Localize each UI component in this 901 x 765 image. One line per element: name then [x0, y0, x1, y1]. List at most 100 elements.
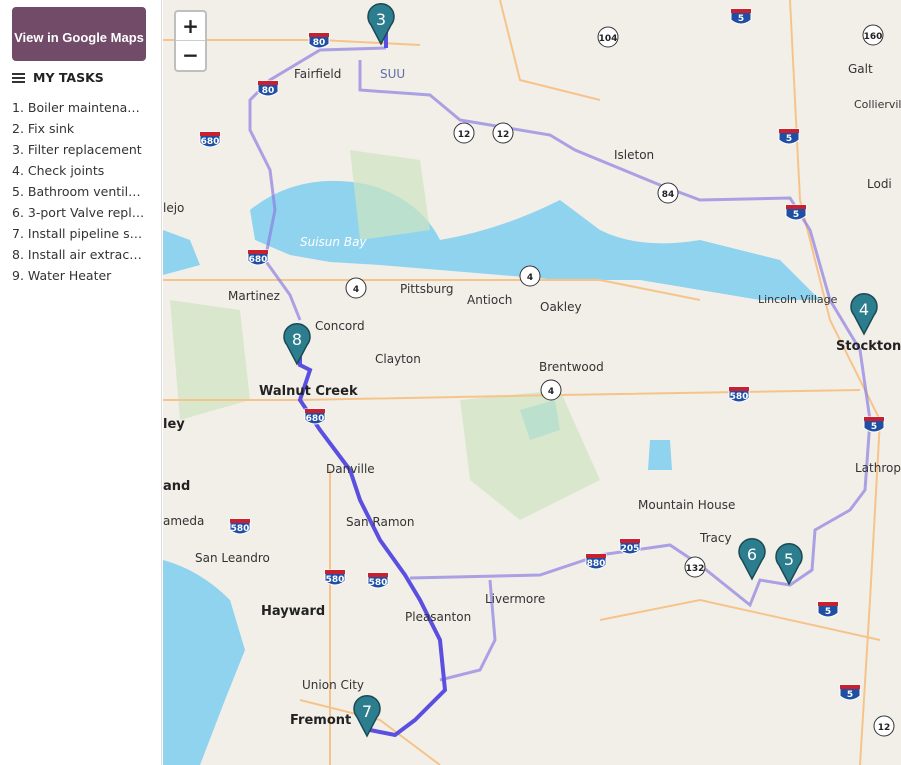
marker-number: 6 [747, 545, 757, 564]
markers[interactable]: 3 4 8 6 5 7 [283, 2, 878, 738]
svg-text:5: 5 [786, 134, 792, 144]
svg-text:580: 580 [730, 392, 749, 402]
highway-shield: 12 [873, 715, 895, 737]
sidebar: View in Google Maps MY TASKS 1. Boiler m… [0, 0, 162, 765]
task-item[interactable]: 6. 3-port Valve replacement [12, 205, 146, 220]
highway-shield: 680 [304, 408, 326, 425]
task-marker[interactable]: 5 [775, 542, 803, 586]
marker-number: 8 [292, 330, 302, 349]
highway-shield: 580 [324, 569, 346, 586]
label-lincoln: Lincoln Village [758, 293, 838, 306]
map-canvas[interactable]: Fairfield SUU Galt Collierville Lodi Isl… [163, 0, 901, 765]
task-item[interactable]: 1. Boiler maintenance [12, 100, 146, 115]
task-marker[interactable]: 7 [353, 694, 381, 738]
label-san-ramon: San Ramon [346, 515, 414, 529]
place-labels: Fairfield SUU Galt Collierville Lodi Isl… [163, 62, 901, 728]
highway-shields: 80 80 680 680 680 5 5 5 5 5 5 12 12 12 84 104 160 4 4 4 580 5… [199, 8, 895, 737]
label-martinez: Martinez [228, 289, 280, 303]
highway-shield: 104 [597, 26, 619, 48]
task-marker[interactable]: 6 [738, 537, 766, 581]
task-item[interactable]: 9. Water Heater [12, 268, 112, 283]
svg-text:680: 680 [201, 137, 220, 147]
label-galt: Galt [848, 62, 873, 76]
list-icon [12, 72, 25, 83]
marker-number: 5 [784, 550, 794, 569]
label-concord: Concord [315, 319, 365, 333]
map[interactable]: Fairfield SUU Galt Collierville Lodi Isl… [163, 0, 901, 765]
label-fremont: Fremont [290, 713, 351, 728]
label-lathrop: Lathrop [855, 461, 901, 475]
highway-shield: 680 [247, 249, 269, 266]
svg-text:680: 680 [249, 255, 268, 265]
highway-shield: 205 [619, 538, 641, 555]
svg-text:4: 4 [353, 285, 359, 295]
highway-shield: 880 [585, 553, 607, 570]
task-marker[interactable]: 3 [367, 2, 395, 46]
task-item[interactable]: 3. Filter replacement [12, 142, 142, 157]
marker-number: 3 [376, 10, 386, 29]
svg-text:104: 104 [599, 34, 618, 44]
svg-text:4: 4 [548, 387, 554, 397]
highway-shield: 580 [229, 518, 251, 535]
label-hayward: Hayward [261, 604, 325, 619]
label-brentwood: Brentwood [539, 360, 604, 374]
view-in-google-maps-button[interactable]: View in Google Maps [12, 7, 146, 61]
task-item[interactable]: 2. Fix sink [12, 121, 75, 136]
task-marker[interactable]: 4 [850, 292, 878, 336]
label-clayton: Clayton [375, 352, 421, 366]
label-alameda: ameda [163, 514, 204, 528]
label-lodi: Lodi [867, 177, 892, 191]
svg-text:5: 5 [738, 14, 744, 24]
svg-text:12: 12 [458, 130, 471, 140]
label-stockton: Stockton [836, 339, 901, 354]
svg-text:5: 5 [825, 607, 831, 617]
svg-text:680: 680 [306, 414, 325, 424]
svg-text:80: 80 [262, 86, 275, 96]
highway-shield: 84 [657, 182, 679, 204]
highway-shield: 5 [778, 128, 800, 145]
task-item[interactable]: 7. Install pipeline s… [12, 226, 143, 241]
roads [163, 0, 882, 765]
svg-text:12: 12 [497, 130, 510, 140]
label-collierville: Collierville [854, 98, 901, 111]
highway-shield: 5 [730, 8, 752, 25]
highway-shield: 5 [863, 416, 885, 433]
highway-shield: 580 [367, 572, 389, 589]
svg-text:160: 160 [864, 32, 883, 42]
svg-text:84: 84 [662, 190, 675, 200]
task-item[interactable]: 8. Install air extraction [12, 247, 146, 262]
zoom-out-button[interactable]: − [182, 43, 199, 67]
highway-shield: 80 [308, 32, 330, 49]
svg-text:580: 580 [326, 575, 345, 585]
svg-text:132: 132 [686, 564, 705, 574]
task-list: 1. Boiler maintenance 2. Fix sink 3. Fil… [12, 97, 146, 286]
marker-number: 7 [362, 702, 372, 721]
task-item[interactable]: 5. Bathroom ventilation [12, 184, 146, 199]
label-suu: SUU [380, 67, 405, 81]
highway-shield: 5 [839, 684, 861, 701]
svg-text:5: 5 [847, 690, 853, 700]
route-primary [297, 30, 448, 738]
svg-text:580: 580 [369, 578, 388, 588]
task-marker[interactable]: 8 [283, 322, 311, 366]
zoom-control: + − [174, 10, 207, 72]
zoom-in-button[interactable]: + [176, 12, 205, 41]
label-suisun: Suisun Bay [300, 235, 367, 249]
tasks-title: MY TASKS [33, 70, 104, 85]
marker-number: 4 [859, 300, 869, 319]
highway-shield: 5 [817, 601, 839, 618]
label-fairfield: Fairfield [294, 67, 341, 81]
highway-shield: 160 [862, 24, 884, 46]
svg-text:12: 12 [878, 723, 891, 733]
label-livermore: Livermore [485, 592, 545, 606]
highway-shield: 5 [785, 204, 807, 221]
highway-shield: 132 [684, 556, 706, 578]
label-danville: Danville [326, 462, 375, 476]
svg-text:5: 5 [871, 422, 877, 432]
task-item[interactable]: 4. Check joints [12, 163, 105, 178]
label-union-city: Union City [302, 678, 364, 692]
label-oakland: and [163, 479, 190, 494]
svg-text:80: 80 [313, 38, 326, 48]
highway-shield: 12 [453, 122, 475, 144]
highway-shield: 12 [492, 122, 514, 144]
